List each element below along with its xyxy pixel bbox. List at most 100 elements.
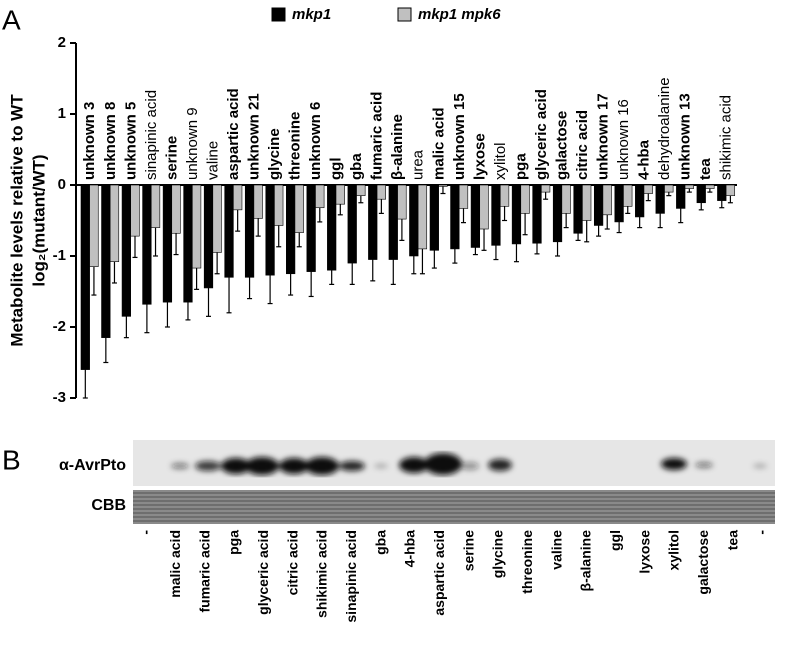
lane-label: glyceric acid (255, 530, 271, 615)
bar (541, 184, 551, 193)
lane-label: malic acid (167, 530, 183, 598)
lane-label: 4-hba (402, 530, 418, 568)
category-label: threonine (287, 112, 304, 180)
bar (327, 184, 337, 271)
lane-label: shikimic acid (314, 530, 330, 618)
lane-label: - (138, 530, 154, 535)
y-axis-label: Metabolite levels relative to WT (7, 94, 26, 347)
category-label: unknown 5 (122, 102, 139, 180)
bar (623, 184, 633, 207)
category-label: shikimic acid (718, 95, 735, 180)
legend-swatch (397, 7, 412, 22)
bar (109, 184, 120, 262)
category-label: unknown 9 (184, 107, 201, 180)
bar (121, 184, 131, 317)
y-tick-label: -3 (53, 389, 66, 406)
bar (479, 184, 489, 230)
bar (376, 184, 386, 200)
bar (80, 184, 90, 370)
bar (532, 184, 542, 244)
bar (265, 184, 275, 276)
category-label: unknown 3 (81, 102, 98, 180)
bar (203, 184, 214, 289)
bar (101, 184, 111, 338)
bar (705, 184, 715, 189)
legend-label: mkp1 (292, 6, 331, 23)
category-label: aspartic acid (225, 88, 242, 180)
bar (89, 184, 99, 267)
bar (130, 184, 140, 237)
category-label: ggl (328, 158, 345, 181)
bar (470, 184, 481, 248)
lane-label: citric acid (284, 530, 300, 595)
bar (388, 184, 398, 260)
bar (684, 184, 694, 189)
bar (664, 184, 674, 193)
lane-label: lyxose (636, 530, 652, 574)
bar (429, 184, 439, 251)
bar (347, 184, 357, 264)
category-label: dehydroalanine (656, 77, 673, 180)
category-label: 4-hba (636, 139, 653, 180)
category-label: urea (410, 149, 427, 180)
category-label: sinapinic acid (143, 90, 160, 180)
category-label: glyceric acid (533, 89, 550, 180)
bar (614, 184, 624, 223)
category-label: unknown 6 (307, 102, 324, 180)
lane-label: xylitol (666, 530, 682, 570)
bar (294, 184, 304, 233)
bar (499, 184, 510, 207)
bar (643, 184, 653, 194)
category-label: pga (512, 153, 529, 180)
bar (520, 184, 530, 214)
bar (306, 184, 316, 272)
bar (286, 184, 296, 275)
bar (212, 184, 222, 253)
y-tick-label: 1 (58, 105, 66, 122)
bar (368, 184, 378, 260)
blot-row-label: α-AvrPto (59, 457, 126, 474)
category-label: unknown 21 (245, 93, 262, 180)
y-tick-label: 0 (58, 176, 66, 193)
y-tick-label: -1 (53, 247, 66, 264)
lane-label: sinapinic acid (343, 530, 359, 623)
lane-label: galactose (695, 530, 711, 595)
bar (417, 184, 428, 250)
bar (150, 184, 161, 228)
category-label: β-alanine (389, 114, 406, 180)
lane-label: fumaric acid (196, 530, 212, 612)
bar (397, 184, 407, 220)
category-label: serine (163, 136, 180, 180)
y-tick-label: 2 (58, 34, 66, 51)
category-label: unknown 16 (615, 99, 632, 180)
bar (191, 184, 202, 269)
bar (335, 184, 345, 205)
bar (253, 184, 263, 219)
bar (315, 184, 325, 209)
lane-label: aspartic acid (431, 530, 447, 616)
category-label: glycine (266, 128, 283, 180)
bar (655, 184, 665, 214)
category-label: malic acid (430, 107, 447, 180)
blot-image (133, 440, 775, 524)
category-label: fumaric acid (369, 92, 386, 180)
panel-label: A (2, 4, 21, 35)
category-label: gba (348, 153, 365, 180)
bar (224, 184, 234, 278)
panel-label: B (2, 444, 21, 475)
bar (491, 184, 501, 246)
bar (676, 184, 686, 209)
lane-label: tea (724, 530, 740, 550)
lane-label: ggl (607, 530, 623, 551)
category-label: unknown 8 (102, 102, 119, 180)
category-label: galactose (553, 111, 570, 180)
bar (409, 184, 419, 257)
bar (602, 184, 612, 216)
bar (561, 184, 571, 214)
category-label: xylitol (492, 142, 509, 180)
lane-label: serine (460, 530, 476, 571)
legend-swatch (271, 7, 286, 22)
bar (725, 184, 736, 196)
category-label: unknown 15 (451, 93, 468, 180)
